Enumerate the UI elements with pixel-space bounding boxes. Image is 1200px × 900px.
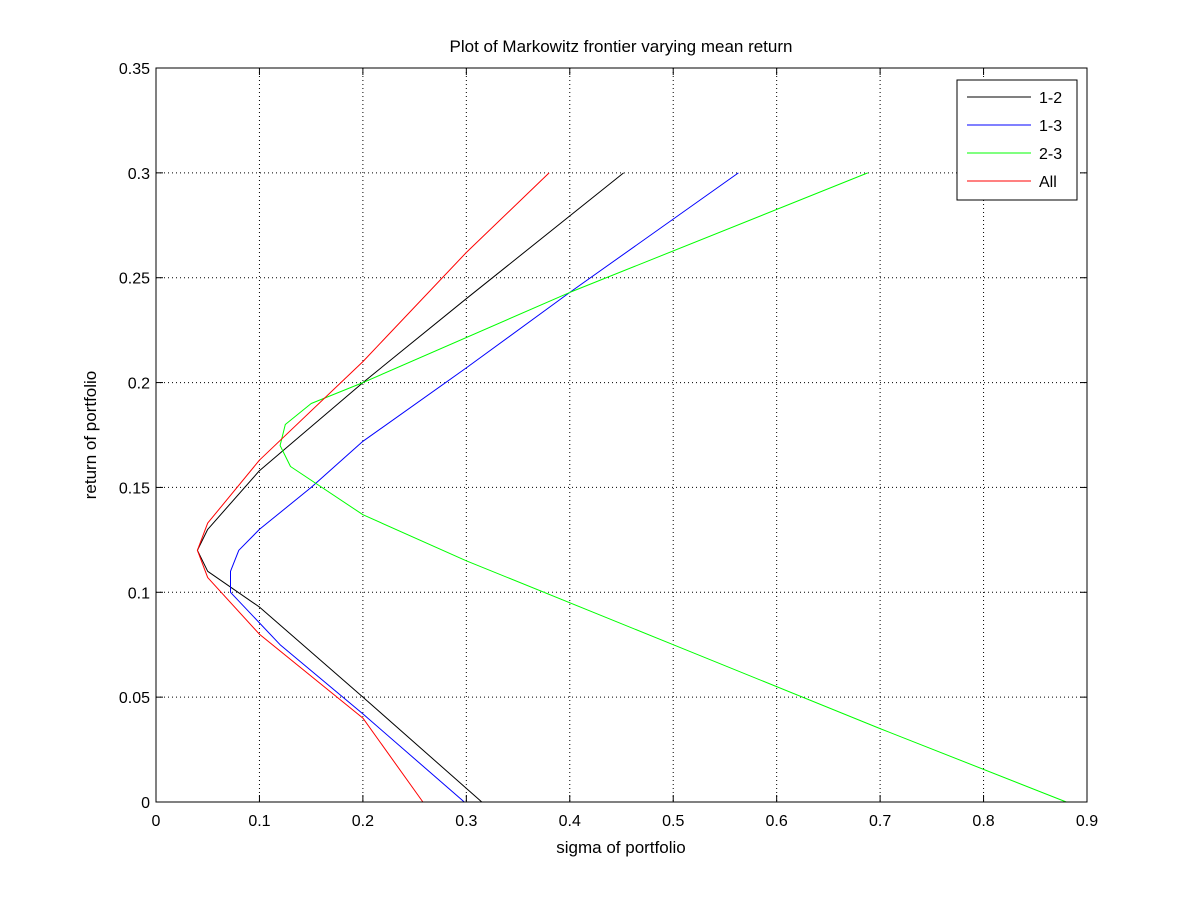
x-tick-label: 0.4 [559,813,581,830]
y-tick-label: 0.25 [119,271,150,288]
x-tick-label: 0 [152,813,161,830]
legend-label: 1-3 [1039,118,1062,135]
x-tick-label: 0.1 [248,813,270,830]
y-tick-label: 0.3 [128,166,150,183]
axis-ticks: 0 0.1 0.2 0.3 0.4 0.5 0.6 0.7 0.8 0.9 0 0.05 0.1 0.15… [119,61,1098,830]
series-line-1-3 [230,172,739,803]
x-tick-label: 0.3 [455,813,477,830]
series-line-all [196,172,550,803]
series-line-2-3 [279,172,1067,803]
x-tick-label: 0.6 [766,813,788,830]
y-axis-title: return of portfolio [81,371,100,500]
plot-area-frame [155,67,1088,803]
y-tick-label: 0.05 [119,690,150,707]
y-tick-label: 0.35 [119,61,150,78]
legend: 1-2 1-3 2-3 All [956,79,1078,201]
x-tick-label: 0.5 [662,813,684,830]
y-tick-label: 0.1 [128,585,150,602]
legend-box [956,79,1078,201]
legend-label: All [1039,174,1057,191]
y-tick-label: 0 [141,795,150,812]
legend-label: 1-2 [1039,90,1062,107]
x-tick-label: 0.7 [869,813,891,830]
x-axis-title: sigma of portfolio [556,838,685,857]
chart-title: Plot of Markowitz frontier varying mean … [450,37,793,56]
series-lines [196,172,1067,803]
plot-area-background [156,68,1087,802]
y-tick-label: 0.2 [128,376,150,393]
series-line-1-2 [196,172,624,803]
legend-label: 2-3 [1039,146,1062,163]
x-tick-label: 0.9 [1076,813,1098,830]
x-tick-label: 0.8 [972,813,994,830]
y-tick-label: 0.15 [119,480,150,497]
x-tick-label: 0.2 [352,813,374,830]
